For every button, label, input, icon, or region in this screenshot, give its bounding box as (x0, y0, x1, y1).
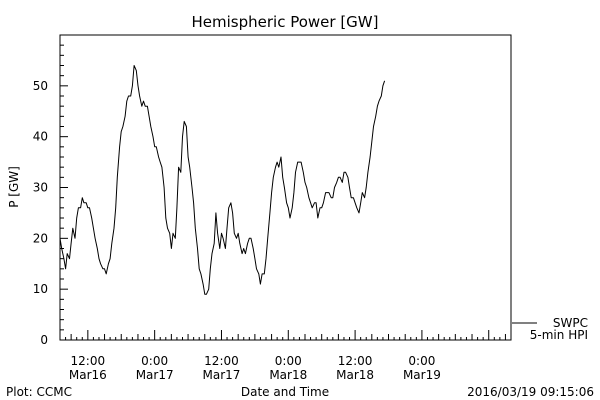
plot-frame (59, 34, 512, 341)
x-axis: 12:00Mar160:00Mar1712:00Mar170:00Mar1812… (59, 330, 512, 382)
x-tick-label-time: 12:00 (71, 354, 106, 368)
y-axis-label: P [GW] (7, 166, 21, 208)
y-tick-label: 10 (33, 282, 48, 296)
plot-credit: Plot: CCMC (6, 385, 72, 399)
y-tick-label: 20 (33, 231, 48, 245)
plot-timestamp: 2016/03/19 09:15:06 (467, 385, 594, 399)
x-tick-label-time: 0:00 (141, 354, 168, 368)
chart-title: Hemispheric Power [GW] (192, 13, 379, 31)
legend-label-line1: SWPC (553, 316, 588, 330)
x-tick-label-date: Mar19 (403, 368, 441, 382)
x-tick-label-time: 12:00 (204, 354, 239, 368)
x-tick-label-date: Mar17 (136, 368, 174, 382)
series-line-hpi (59, 65, 386, 295)
series-layer (59, 65, 386, 295)
x-tick-label-date: Mar16 (69, 368, 107, 382)
x-tick-label-time: 0:00 (408, 354, 435, 368)
x-tick-label-date: Mar18 (269, 368, 307, 382)
y-axis: 0 10 20 30 40 50 (33, 34, 68, 347)
y-tick-label: 30 (33, 181, 48, 195)
x-tick-label-date: Mar17 (203, 368, 241, 382)
y-tick-label: 40 (33, 130, 48, 144)
y-tick-label: 50 (33, 79, 48, 93)
legend-label-line2: 5-min HPI (530, 328, 588, 342)
y-tick-label: 0 (40, 333, 48, 347)
x-tick-label-time: 0:00 (275, 354, 302, 368)
x-tick-label-time: 12:00 (338, 354, 373, 368)
x-axis-label: Date and Time (241, 385, 329, 399)
x-tick-label-date: Mar18 (336, 368, 374, 382)
